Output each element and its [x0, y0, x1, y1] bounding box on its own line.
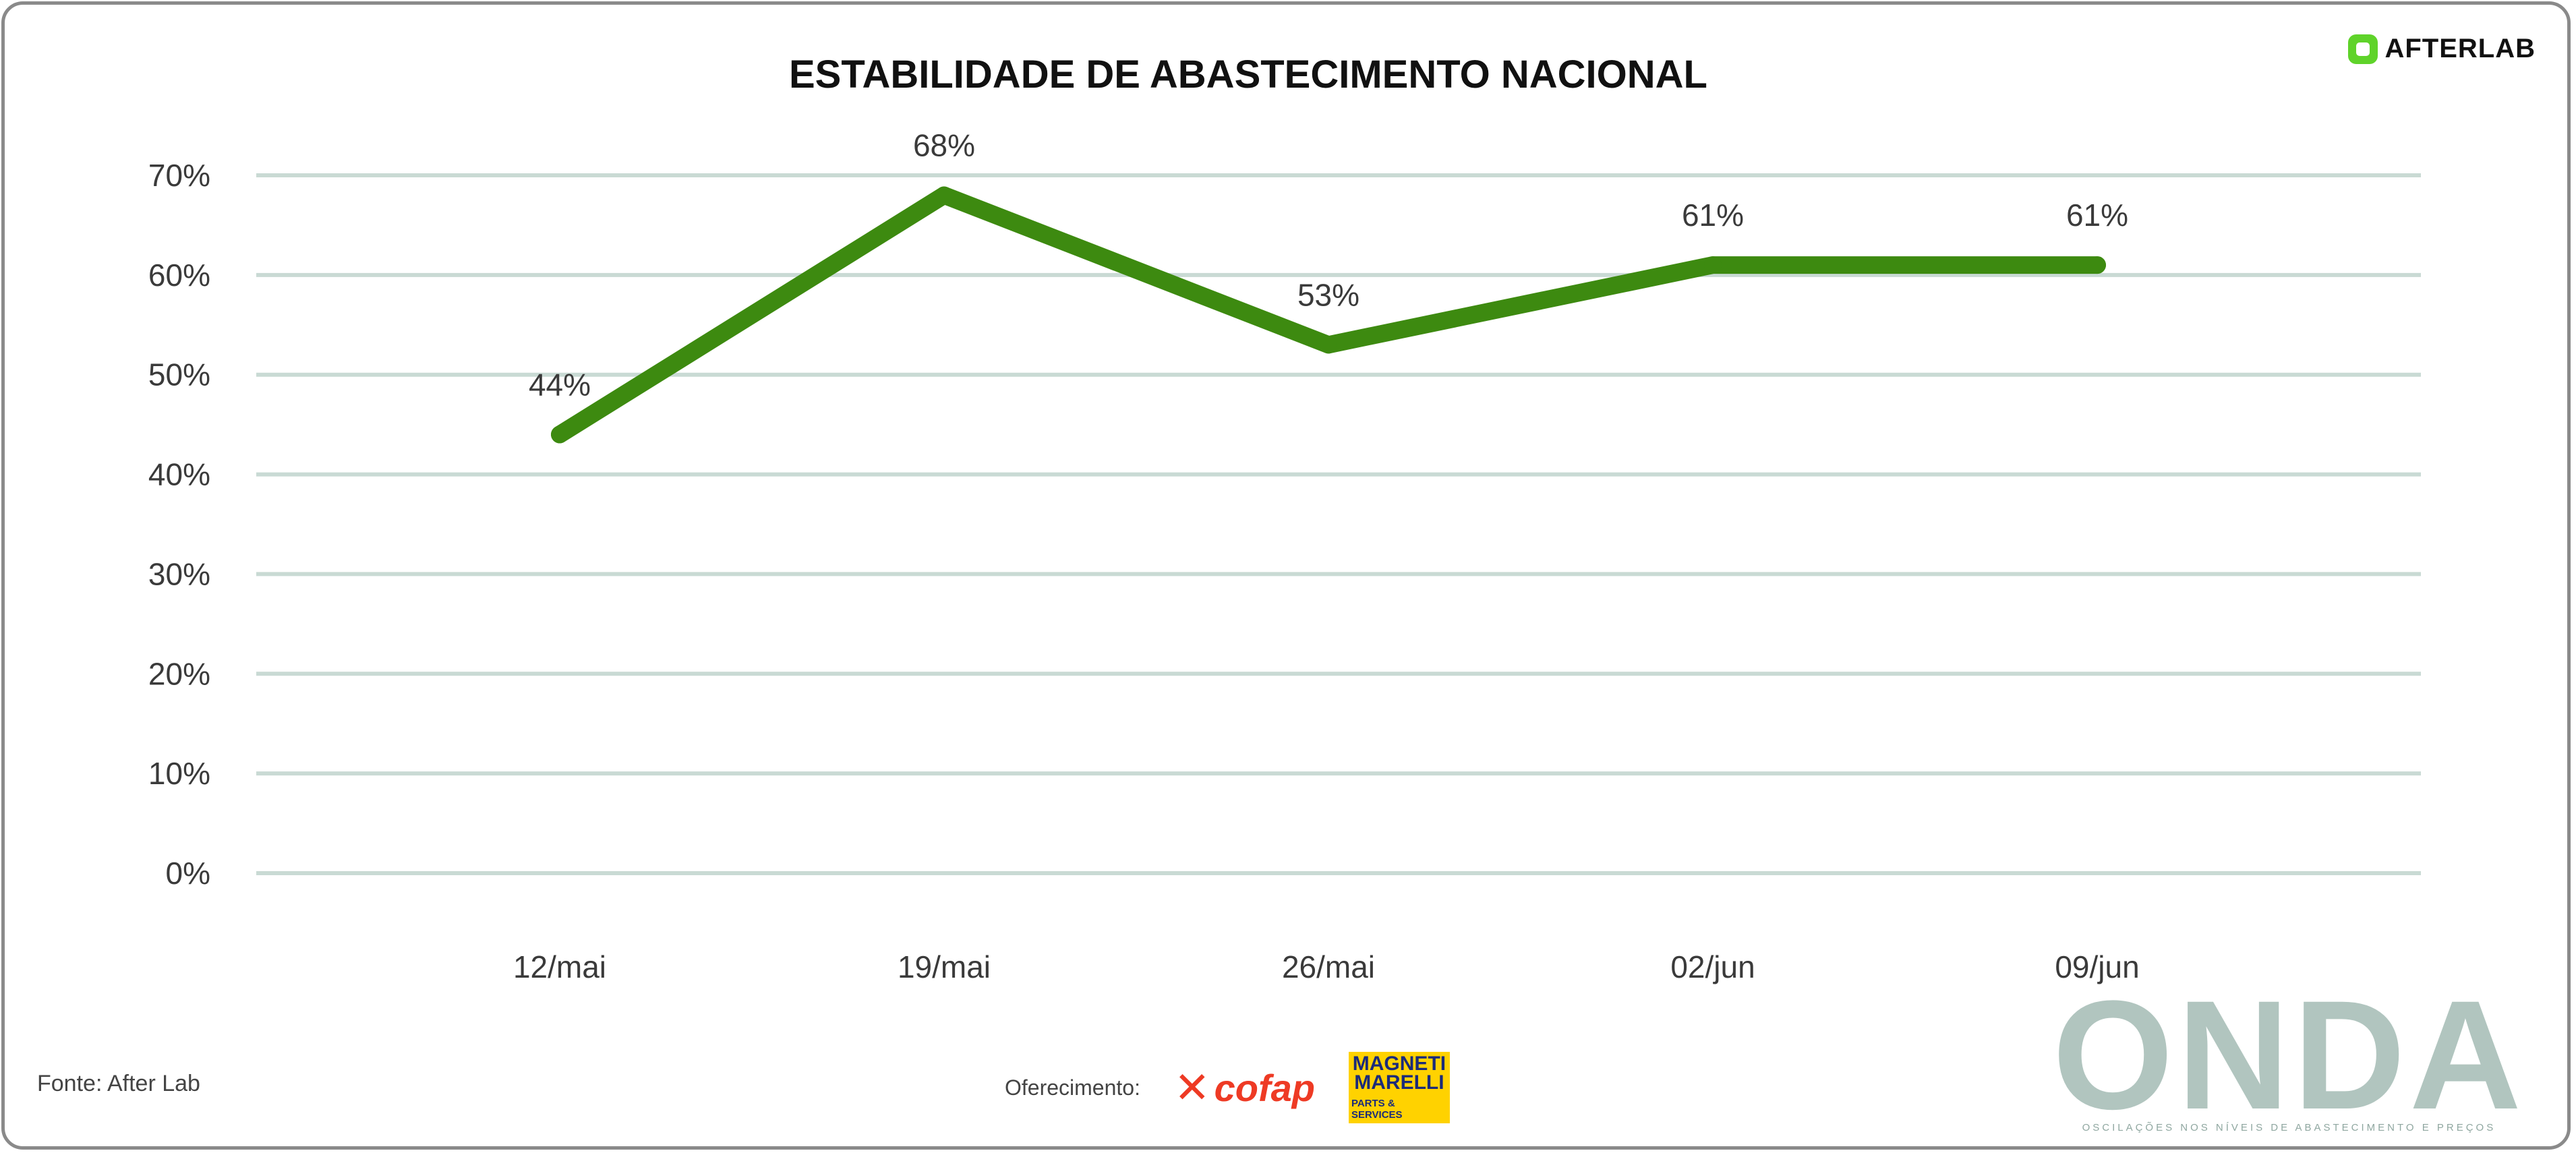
- data-point: [2088, 256, 2106, 274]
- y-tick-label: 30%: [148, 556, 210, 591]
- x-tick-label: 12/mai: [513, 949, 606, 984]
- y-tick-label: 40%: [148, 457, 210, 492]
- gridlines: [256, 173, 2421, 875]
- onda-title: ONDA: [2052, 968, 2525, 1142]
- y-tick-label: 20%: [148, 656, 210, 691]
- brand-logo-text: AFTERLAB: [2384, 34, 2536, 63]
- marelli-subtext: PARTS & SERVICES: [1351, 1098, 1403, 1121]
- x-tick-label: 26/mai: [1282, 949, 1375, 984]
- data-point: [1704, 256, 1722, 274]
- y-axis-ticks: 0% 10% 20% 30% 40% 50% 60% 70%: [148, 158, 210, 891]
- magneti-marelli-logo: MAGNETI MARELLI PARTS & SERVICES: [1348, 1052, 1450, 1123]
- y-tick-label: 0%: [166, 856, 210, 891]
- x-tick-label: 02/jun: [1670, 949, 1755, 984]
- cofap-x-icon: ✕: [1173, 1063, 1210, 1112]
- data-labels: 44% 68% 53% 61% 61%: [529, 128, 2128, 403]
- cofap-text: cofap: [1214, 1066, 1315, 1109]
- y-tick-label: 10%: [148, 756, 210, 791]
- data-label: 61%: [1682, 198, 1744, 233]
- cofap-logo: ✕ cofap: [1174, 1063, 1315, 1113]
- onda-logo: ONDA OSCILAÇÕES NOS NÍVEIS DE ABASTECIME…: [2052, 968, 2525, 1142]
- y-tick-label: 50%: [148, 357, 210, 392]
- data-label: 68%: [913, 128, 975, 163]
- onda-subtitle: OSCILAÇÕES NOS NÍVEIS DE ABASTECIMENTO E…: [2082, 1122, 2496, 1133]
- x-tick-label: 09/jun: [2055, 949, 2139, 984]
- data-label: 44%: [529, 367, 591, 402]
- data-label: 61%: [2066, 198, 2128, 233]
- data-label: 53%: [1297, 277, 1359, 312]
- data-point: [551, 425, 568, 444]
- sponsor-label: Oferecimento:: [1005, 1075, 1140, 1100]
- data-point: [1320, 336, 1337, 354]
- series-line: [551, 186, 2106, 444]
- afterlab-logo-icon: [2348, 34, 2378, 64]
- sponsors: Oferecimento: ✕ cofap MAGNETI MARELLI PA…: [1005, 1052, 1450, 1123]
- series-group: [551, 186, 2106, 444]
- y-tick-label: 60%: [148, 258, 210, 293]
- x-tick-label: 19/mai: [898, 949, 991, 984]
- data-point: [935, 186, 953, 204]
- x-axis-ticks: 12/mai 19/mai 26/mai 02/jun 09/jun: [513, 949, 2140, 984]
- y-tick-label: 70%: [148, 158, 210, 193]
- afterlab-logo: AFTERLAB: [2348, 34, 2536, 64]
- marelli-text: MAGNETI MARELLI: [1352, 1053, 1446, 1094]
- chart-title: ESTABILIDADE DE ABASTECIMENTO NACIONAL: [789, 53, 1707, 96]
- source-note: Fonte: After Lab: [37, 1071, 200, 1096]
